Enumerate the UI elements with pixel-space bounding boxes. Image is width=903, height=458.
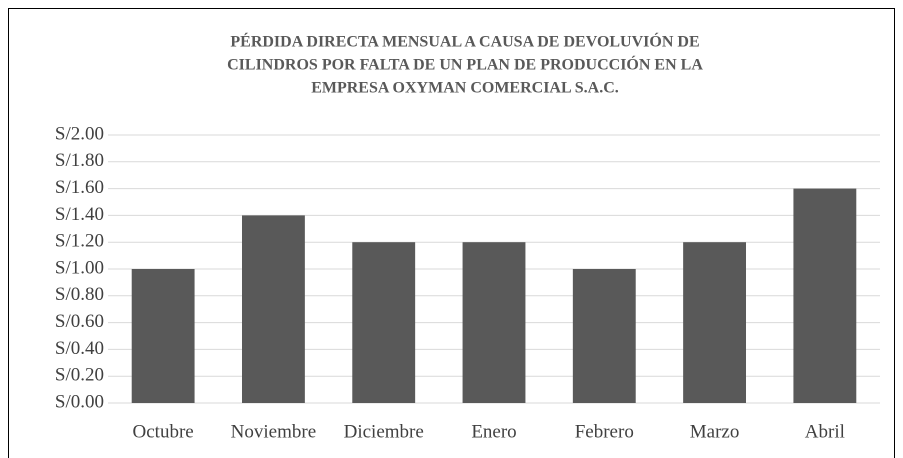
y-tick-label: S/0.00 — [55, 391, 104, 412]
bar — [572, 269, 636, 403]
chart-title: EMPRESA OXYMAN COMERCIAL S.A.C. — [311, 80, 619, 97]
bar — [462, 242, 526, 403]
y-tick-label: S/0.80 — [55, 284, 104, 305]
y-tick-label: S/0.60 — [55, 311, 104, 332]
chart-border — [8, 8, 895, 458]
bar — [241, 215, 305, 403]
y-tick-label: S/1.20 — [55, 231, 104, 252]
bar — [131, 269, 195, 403]
x-tick-label: Octubre — [133, 421, 194, 442]
bar — [793, 188, 857, 403]
bar — [683, 242, 747, 403]
y-tick-label: S/2.00 — [55, 123, 104, 144]
chart-title: PÉRDIDA DIRECTA MENSUAL A CAUSA DE DEVOL… — [230, 32, 699, 51]
x-tick-label: Marzo — [690, 421, 740, 442]
bar — [352, 242, 416, 403]
x-tick-label: Enero — [471, 421, 516, 442]
y-tick-label: S/0.20 — [55, 365, 104, 386]
y-tick-label: S/0.40 — [55, 338, 104, 359]
chart-title: CILINDROS POR FALTA DE UN PLAN DE PRODUC… — [227, 55, 703, 74]
x-tick-label: Abril — [805, 421, 845, 442]
y-tick-label: S/1.60 — [55, 177, 104, 198]
x-tick-label: Noviembre — [231, 421, 316, 442]
y-tick-label: S/1.00 — [55, 257, 104, 278]
x-tick-label: Diciembre — [344, 421, 424, 442]
y-tick-label: S/1.80 — [55, 150, 104, 171]
y-tick-label: S/1.40 — [55, 204, 104, 225]
x-tick-label: Febrero — [575, 421, 634, 442]
